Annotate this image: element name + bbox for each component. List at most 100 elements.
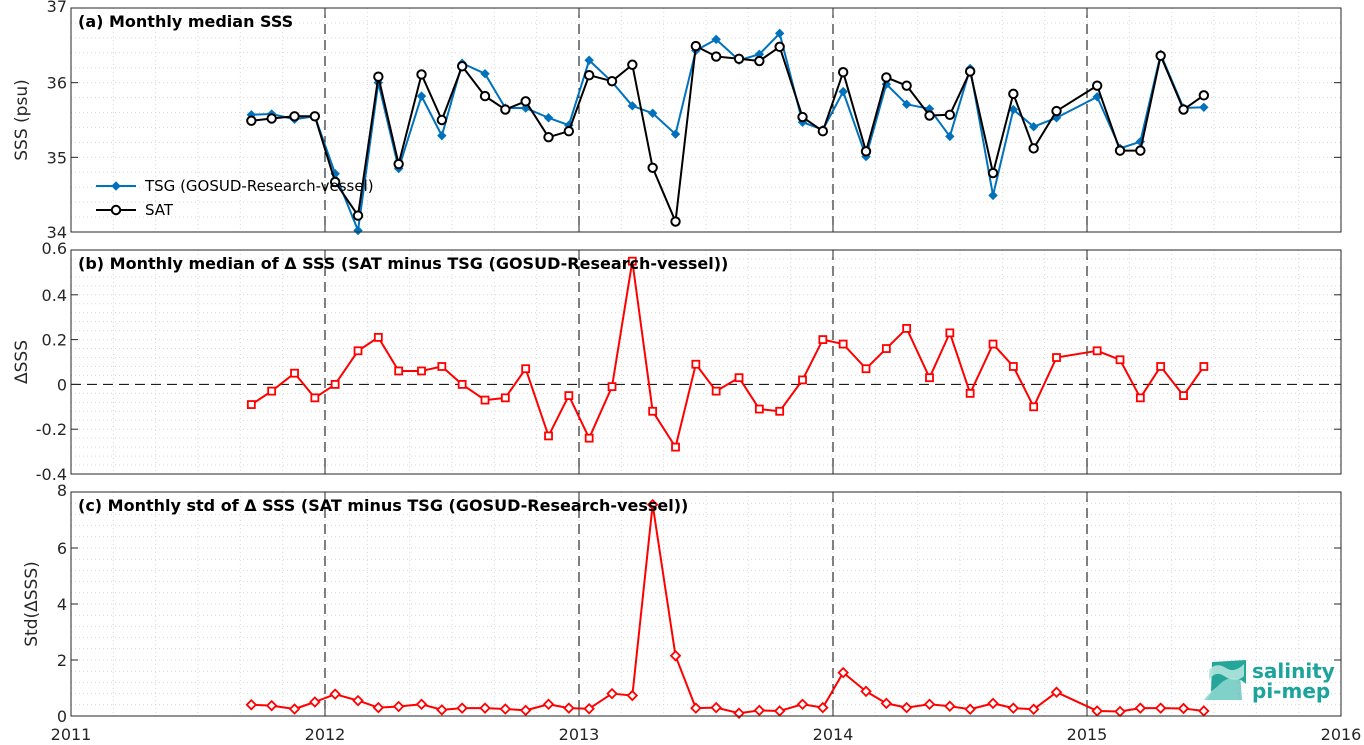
data-point [671, 442, 680, 452]
data-point [520, 96, 531, 107]
data-point [988, 190, 998, 201]
legend-label: SAT [145, 201, 174, 219]
data-point [925, 373, 934, 383]
data-point [670, 129, 681, 139]
data-point [987, 697, 999, 710]
y-tick-label: 34 [47, 223, 67, 242]
series-1 [246, 40, 1210, 227]
data-point [480, 68, 490, 79]
data-point [1198, 705, 1210, 717]
data-point [964, 66, 976, 77]
data-point [1008, 362, 1018, 371]
data-point [392, 700, 405, 713]
data-point [457, 379, 467, 389]
data-point [1135, 145, 1146, 156]
data-point [711, 34, 721, 45]
data-point [923, 698, 936, 711]
data-point [988, 339, 998, 349]
data-point [837, 67, 849, 78]
data-point [584, 433, 594, 443]
x-tick-label: 2013 [559, 725, 600, 744]
data-point [1027, 703, 1040, 716]
data-point [817, 701, 829, 714]
x-tick-labels: 2011 2012 2013 2014 2015 2016 [51, 725, 1362, 744]
data-point [290, 368, 299, 378]
x-tick-label: 2015 [1067, 725, 1108, 744]
data-point [1051, 105, 1062, 117]
data-point [924, 110, 935, 121]
data-point [1050, 686, 1063, 698]
data-point [456, 702, 468, 714]
data-point [710, 701, 722, 714]
data-point [860, 146, 872, 157]
data-point [479, 90, 491, 102]
data-point [880, 697, 893, 710]
data-point [1199, 102, 1209, 113]
y-tick-label: 37 [47, 0, 67, 16]
y-axis-label: Std(ΔSSS) [22, 561, 42, 647]
data-point [733, 53, 745, 64]
data-point [352, 694, 364, 707]
data-point [775, 406, 785, 416]
panel-c: 0 2 4 6 8 Std(ΔSSS) (c) Monthly std of Δ SSS (… [22, 481, 1342, 726]
data-point [669, 650, 682, 662]
data-point [646, 498, 659, 511]
data-point [330, 379, 340, 389]
data-point [479, 702, 491, 714]
panel-title: (b) Monthly median of Δ SSS (SAT minus T… [78, 254, 728, 273]
data-point [1177, 702, 1190, 715]
data-point [542, 698, 555, 711]
data-point [373, 332, 383, 342]
x-tick-label: 2011 [51, 725, 92, 744]
data-point [901, 80, 912, 91]
data-point [500, 393, 510, 403]
y-tick-label: 8 [57, 481, 67, 500]
data-point [563, 702, 575, 714]
data-point [1092, 346, 1102, 356]
data-point [394, 366, 404, 376]
data-point [818, 335, 828, 345]
axes-frame [70, 249, 1342, 475]
data-point [838, 339, 848, 349]
data-point [1154, 702, 1167, 714]
data-point [944, 109, 956, 120]
x-tick-label: 2014 [813, 725, 854, 744]
data-point [902, 323, 912, 333]
data-point [944, 700, 956, 712]
series-0 [246, 256, 1209, 452]
data-point [774, 41, 785, 53]
data-point [480, 395, 490, 405]
data-point [754, 404, 764, 414]
y-tick-label: 35 [47, 148, 67, 167]
data-point [861, 364, 871, 374]
data-point [1178, 104, 1189, 115]
wave-logo-icon [1204, 660, 1246, 700]
data-point [773, 705, 786, 717]
data-point [1199, 362, 1209, 371]
data-point [288, 703, 301, 715]
data-point [1198, 90, 1210, 101]
data-point [372, 701, 385, 714]
y-tick-label: -0.4 [36, 465, 67, 484]
panel-a: 34 35 36 37 SSS (psu) (a) Monthly median SSS T… [12, 0, 1342, 242]
data-point [543, 131, 554, 143]
data-point [798, 375, 807, 385]
y-tick-label: 4 [57, 595, 67, 614]
panel-title: (c) Monthly std of Δ SSS (SAT minus TSG … [78, 496, 688, 515]
data-point [1028, 122, 1039, 132]
data-point [987, 167, 999, 179]
data-point [1052, 353, 1061, 362]
data-point [838, 86, 848, 97]
data-point [900, 701, 913, 714]
data-point [817, 126, 829, 137]
data-point [606, 75, 618, 87]
data-point [1091, 80, 1103, 91]
data-point [1135, 393, 1145, 403]
data-point [606, 687, 618, 700]
data-point [1091, 705, 1103, 717]
data-point [436, 114, 448, 126]
data-point [417, 366, 426, 376]
data-point [265, 699, 278, 712]
logo-text-salinity: salinity [1252, 659, 1335, 683]
